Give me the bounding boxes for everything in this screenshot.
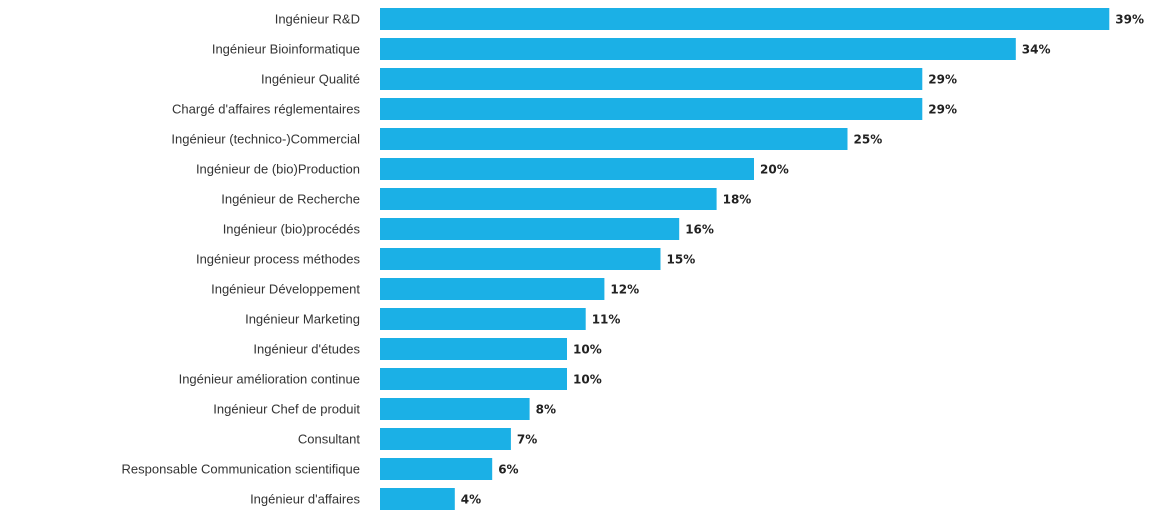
value-label: 4% (461, 493, 481, 507)
bar-11 (380, 338, 567, 360)
value-label: 29% (928, 73, 957, 87)
bar-13 (380, 398, 530, 420)
value-label: 8% (536, 403, 556, 417)
category-label: Ingénieur R&D (275, 12, 360, 27)
value-label: 7% (517, 433, 537, 447)
value-label: 10% (573, 343, 602, 357)
value-label: 39% (1115, 13, 1144, 27)
category-label: Chargé d'affaires réglementaires (172, 102, 360, 117)
bar-9 (380, 278, 605, 300)
bar-2 (380, 68, 923, 90)
bar-14 (380, 428, 511, 450)
value-label: 34% (1022, 43, 1051, 57)
bars-group (380, 8, 1110, 510)
bar-1 (380, 38, 1016, 60)
value-label: 15% (667, 253, 696, 267)
category-label: Ingénieur process méthodes (196, 252, 361, 267)
category-label: Ingénieur Bioinformatique (212, 42, 360, 57)
category-label: Ingénieur d'affaires (250, 492, 360, 507)
bar-15 (380, 458, 493, 480)
value-label: 18% (723, 193, 752, 207)
category-label: Ingénieur Développement (211, 282, 360, 297)
value-label: 6% (498, 463, 518, 477)
value-label: 29% (928, 103, 957, 117)
bar-10 (380, 308, 586, 330)
bar-3 (380, 98, 923, 120)
category-label: Consultant (298, 432, 361, 447)
category-label: Ingénieur Marketing (245, 312, 360, 327)
value-label: 12% (610, 283, 639, 297)
value-label: 16% (685, 223, 714, 237)
category-label: Ingénieur Qualité (261, 72, 360, 87)
bar-4 (380, 128, 848, 150)
category-label: Ingénieur de Recherche (221, 192, 360, 207)
bar-16 (380, 488, 455, 510)
bar-6 (380, 188, 717, 210)
bar-5 (380, 158, 754, 180)
category-labels-group: Ingénieur R&D Ingénieur Bioinformatique In… (122, 12, 361, 507)
category-label: Ingénieur amélioration continue (179, 372, 360, 387)
category-label: Ingénieur Chef de produit (213, 402, 360, 417)
category-label: Ingénieur d'études (253, 342, 360, 357)
bar-12 (380, 368, 567, 390)
value-labels-group: 39% 34% 29% 29% 25% 20% 18% 16% 15% 12% 11% 10% 10% 8… (461, 13, 1144, 507)
category-label: Responsable Communication scientifique (122, 462, 360, 477)
value-label: 25% (854, 133, 883, 147)
value-label: 11% (592, 313, 621, 327)
category-label: Ingénieur (technico-)Commercial (171, 132, 360, 147)
category-label: Ingénieur (bio)procédés (223, 222, 361, 237)
category-label: Ingénieur de (bio)Production (196, 162, 360, 177)
value-label: 20% (760, 163, 789, 177)
bar-7 (380, 218, 680, 240)
value-label: 10% (573, 373, 602, 387)
bar-0 (380, 8, 1110, 30)
bar-8 (380, 248, 661, 270)
